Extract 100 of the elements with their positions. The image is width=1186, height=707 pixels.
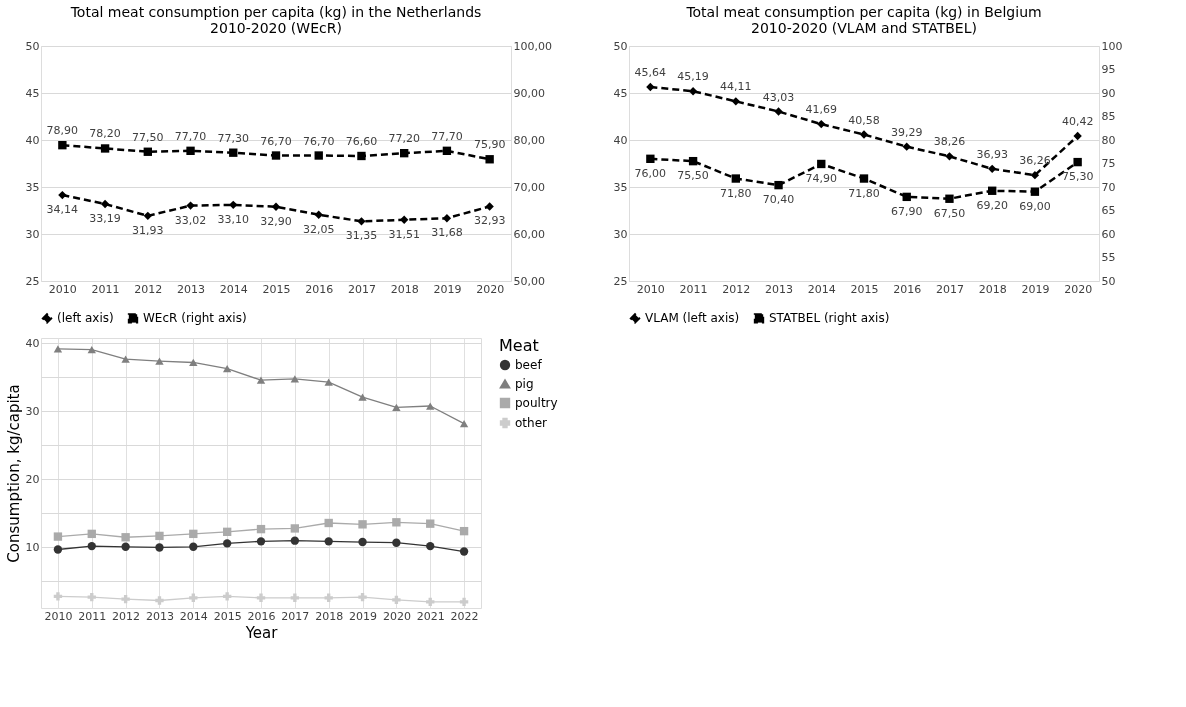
point <box>100 199 110 209</box>
legend-label: WEcR (right axis) <box>143 311 247 326</box>
point <box>646 82 655 92</box>
x-tick-label: 2018 <box>390 282 419 296</box>
point <box>256 376 266 384</box>
data-label: 31,68 <box>431 226 463 240</box>
x-tick-label: 2013 <box>765 282 794 296</box>
y-tick-label: 50 <box>25 39 40 53</box>
point <box>774 107 783 116</box>
point <box>53 545 63 554</box>
legend-label: pig <box>515 377 534 391</box>
data-label: 31,51 <box>388 227 420 241</box>
point <box>988 186 997 195</box>
point <box>988 164 997 174</box>
x-tick-label: 2022 <box>450 609 479 623</box>
point <box>121 533 130 542</box>
point <box>731 97 740 106</box>
point <box>442 146 452 155</box>
point <box>392 518 401 527</box>
data-label: 38,26 <box>933 135 966 149</box>
y2-tick-label: 100 <box>1101 39 1123 53</box>
y2-tick-label: 65 <box>1101 204 1116 217</box>
point <box>87 345 96 354</box>
point <box>817 119 826 129</box>
point <box>485 155 494 164</box>
point <box>1030 170 1040 180</box>
x-tick-label: 2017 <box>347 282 376 296</box>
point <box>53 592 63 601</box>
point <box>256 593 266 602</box>
point <box>155 596 164 605</box>
data-label: 77,70 <box>174 129 207 143</box>
point <box>442 214 452 223</box>
point <box>945 152 954 161</box>
point <box>143 211 152 221</box>
y-tick-label: 50 <box>613 39 628 53</box>
x-tick-label: 2019 <box>349 609 378 623</box>
y-tick-label: 25 <box>613 274 628 288</box>
point <box>358 393 367 401</box>
y-tick-label: 35 <box>25 180 40 194</box>
point <box>189 358 198 367</box>
y2-tick-label: 60 <box>1101 227 1116 241</box>
point <box>324 518 333 528</box>
x-axis-title: Year <box>244 623 279 642</box>
y2-tick-label: 60,00 <box>513 227 545 241</box>
point <box>256 537 266 546</box>
data-label: 77,50 <box>132 130 164 144</box>
y2-tick-label: 80,00 <box>513 133 545 147</box>
point <box>426 519 435 528</box>
point <box>229 148 238 157</box>
x-tick-label: 2017 <box>935 282 964 296</box>
point <box>271 202 281 211</box>
chart-title: Total meat consumption per capita (kg) in Belgium 2010-2020 (VLAM and STATBEL) <box>685 4 1042 36</box>
data-label: 31,35 <box>345 229 378 243</box>
point <box>314 210 323 219</box>
x-tick-label: 2011 <box>78 609 107 623</box>
point <box>902 142 911 151</box>
point <box>357 151 366 161</box>
data-label: 67,50 <box>933 206 966 220</box>
data-label: 77,70 <box>431 129 463 143</box>
point <box>646 154 655 163</box>
y-tick-label: 30 <box>613 227 628 241</box>
point <box>859 130 869 139</box>
x-tick-label: 2010 <box>48 282 77 296</box>
data-label: 36,93 <box>976 147 1008 161</box>
data-label: 40,58 <box>848 113 880 127</box>
point <box>121 594 130 604</box>
point <box>1030 187 1040 196</box>
point <box>53 345 63 353</box>
data-label: 33,19 <box>89 212 121 226</box>
x-tick-label: 2018 <box>978 282 1007 296</box>
legend-label: other <box>515 416 548 430</box>
data-label: 32,05 <box>302 222 335 236</box>
point <box>358 537 367 547</box>
point <box>222 539 232 548</box>
data-label: 75,30 <box>1061 170 1094 184</box>
data-label: 40,42 <box>1061 115 1094 129</box>
point <box>392 403 401 411</box>
x-tick-label: 2011 <box>679 282 708 296</box>
x-tick-label: 2021 <box>416 609 445 623</box>
chart-title: Total meat consumption per capita (kg) in the Netherlands 2010-2020 (WEcR) <box>69 4 482 36</box>
point <box>357 217 366 226</box>
data-label: 76,70 <box>260 134 292 148</box>
y2-tick-label: 90,00 <box>513 86 545 100</box>
point <box>222 592 232 601</box>
point <box>143 147 152 156</box>
point <box>459 420 469 428</box>
data-label: 41,69 <box>805 103 838 117</box>
x-tick-label: 2012 <box>134 282 163 296</box>
point <box>400 215 409 224</box>
y-tick-label: 40 <box>25 336 40 350</box>
point <box>400 148 409 158</box>
point <box>774 180 783 190</box>
legend-label: VLAM (left axis) <box>645 311 740 326</box>
point <box>155 531 164 541</box>
legend-label: poultry <box>515 396 558 410</box>
point <box>817 159 826 169</box>
point <box>186 201 195 210</box>
y-axis-title: Consumption, kg/capita <box>4 384 23 563</box>
point <box>155 357 164 365</box>
x-tick-label: 2020 <box>476 282 505 296</box>
